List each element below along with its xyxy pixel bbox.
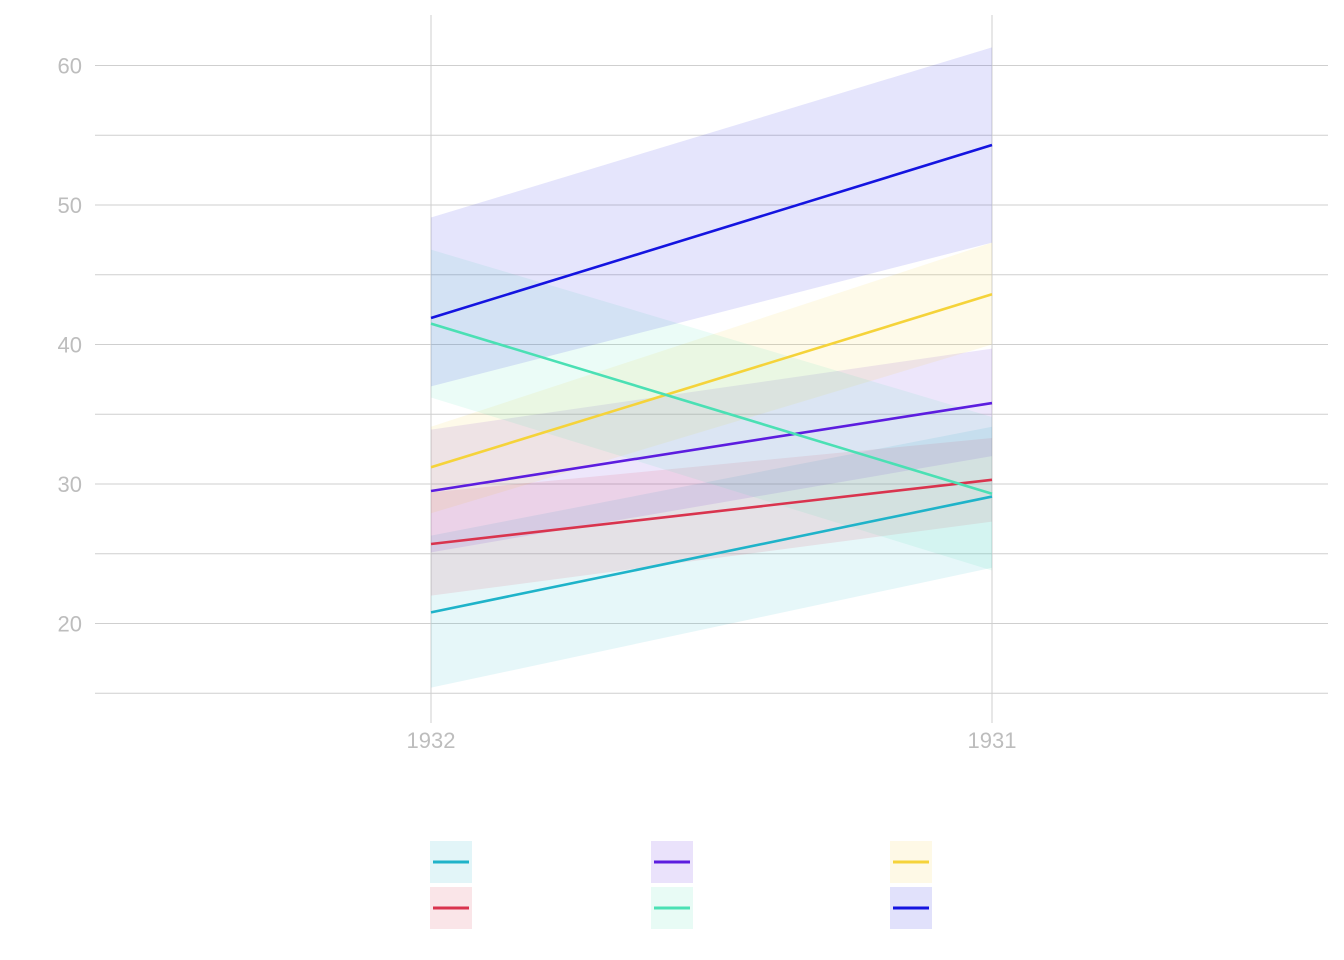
legend-key-6 [890,887,932,929]
x-tick-label: 1931 [968,728,1017,753]
y-axis-tick-labels: 20 30 40 50 60 [58,54,82,637]
y-tick-label: 50 [58,193,82,218]
grid-lines [95,15,1328,723]
x-axis-tick-labels: 1932 1931 [407,728,1017,753]
confidence-band-5 [431,249,992,571]
series-line-5 [430,322,993,496]
confidence-bands [431,47,992,688]
y-tick-label: 30 [58,472,82,497]
series-line-3 [430,293,993,469]
y-tick-label: 20 [58,612,82,637]
legend-key-3 [890,841,932,883]
legend-key-2 [651,841,693,883]
confidence-band-4 [431,437,992,596]
confidence-band-3 [431,242,992,514]
confidence-band-6 [431,47,992,387]
series-line-1 [430,495,993,614]
x-tick-label: 1932 [407,728,456,753]
legend [430,841,932,929]
confidence-band-2 [431,348,992,553]
y-tick-label: 40 [58,333,82,358]
confidence-band-1 [431,426,992,688]
series-line-4 [430,478,993,546]
series-line-2 [430,401,993,493]
legend-key-4 [430,887,472,929]
legend-key-1 [430,841,472,883]
legend-key-5 [651,887,693,929]
series-line-6 [430,143,993,320]
y-tick-label: 60 [58,54,82,79]
series-lines [430,143,993,614]
